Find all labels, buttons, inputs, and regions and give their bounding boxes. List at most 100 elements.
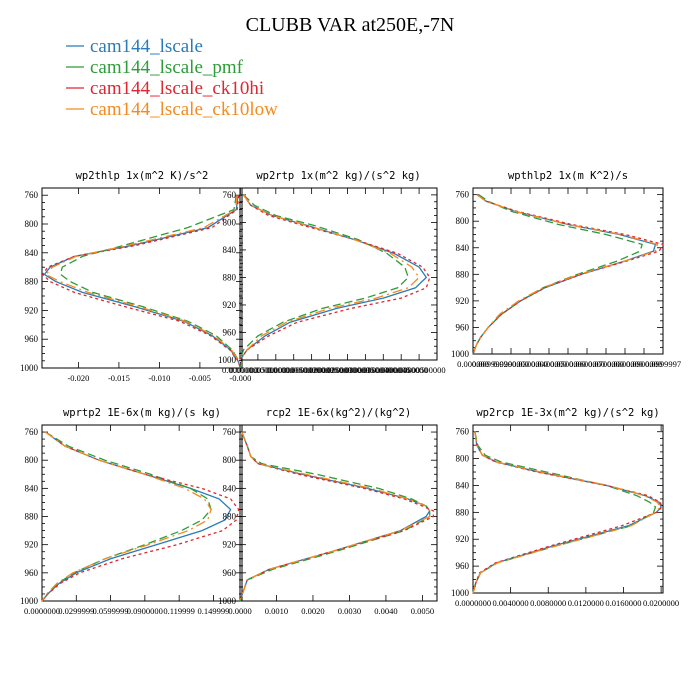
series-line	[472, 431, 663, 594]
x-tick-label: 0.00000250000	[303, 365, 356, 375]
x-tick-label: 0.00000350000	[339, 365, 392, 375]
x-tick-label: 0.00000150000	[267, 365, 320, 375]
profile-panel: wp2rtp 1x(m^2 kg)/(s^2 kg) 760 800 840 880 92…	[218, 170, 446, 375]
x-tick-label: 0.00999999	[472, 359, 512, 369]
y-tick-label: 840	[25, 483, 39, 493]
x-tick-label: 0.0900000	[127, 606, 163, 616]
panel-title: wprtp2 1E-6x(m kg)/(s kg)	[63, 407, 221, 419]
y-tick-label: 920	[456, 296, 470, 306]
x-tick-label: 0.0999997	[645, 359, 681, 369]
x-tick-label: 0.00000300000	[321, 365, 374, 375]
x-tick-label: 0.149999	[197, 606, 229, 616]
series-line	[44, 195, 242, 369]
series-line	[239, 194, 431, 361]
x-tick-label: 0.0000000	[24, 606, 60, 616]
x-tick-label: 0.00000500000	[393, 365, 446, 375]
x-tick-label: 0.0020	[301, 606, 324, 616]
x-tick-label: 0.119999	[163, 606, 195, 616]
x-tick-label: 0.00000200000	[285, 365, 338, 375]
y-tick-label: 760	[25, 190, 39, 200]
y-tick-label: 960	[223, 327, 237, 337]
x-tick-label: 0.0010	[265, 606, 288, 616]
x-tick-label: -0.005	[189, 373, 211, 383]
legend-label: cam144_lscale	[90, 36, 203, 57]
x-tick-label: 0.0800000	[607, 359, 643, 369]
y-tick-label: 960	[25, 334, 39, 344]
y-tick-label: 800	[456, 454, 470, 464]
series-line	[41, 431, 240, 602]
y-tick-label: 880	[456, 269, 470, 279]
x-tick-label: 0.0000000	[455, 598, 491, 608]
series-line	[239, 431, 431, 602]
profile-panel: wpthlp2 1x(m K^2)/s 760 800 840 880 920 960 100…	[451, 170, 681, 369]
x-tick-label: 0.0030	[338, 606, 361, 616]
plot-frame	[239, 187, 438, 361]
x-tick-label: 0.0299999	[58, 606, 94, 616]
series-line	[472, 194, 657, 355]
y-tick-label: 760	[223, 427, 237, 437]
x-tick-label: 0.0120000	[568, 598, 604, 608]
y-tick-label: 840	[223, 245, 237, 255]
panel-title: wp2rcp 1E-3x(m^2 kg)/(s^2 kg)	[476, 407, 659, 419]
x-tick-label: 0.0200000	[493, 359, 529, 369]
series-line	[41, 195, 242, 369]
profile-panel: rcp2 1E-6x(kg^2)/(kg^2) 760 800 840 880 920 96…	[218, 407, 438, 616]
x-tick-label: 0.0080000	[530, 598, 566, 608]
series-line	[239, 431, 431, 602]
x-tick-label: -0.020	[67, 373, 89, 383]
x-tick-label: 0.0000	[228, 606, 251, 616]
panel-title: rcp2 1E-6x(kg^2)/(kg^2)	[266, 407, 411, 419]
x-tick-label: 0.0599999	[93, 606, 129, 616]
y-tick-label: 800	[25, 455, 39, 465]
x-tick-label: 0.0300000	[512, 359, 548, 369]
figure-title: CLUBB VAR at250E,-7N	[246, 14, 455, 36]
y-tick-label: 800	[456, 216, 470, 226]
series-line	[43, 195, 242, 369]
x-tick-label: 0.0400000	[531, 359, 567, 369]
x-tick-label: -0.015	[108, 373, 130, 383]
x-tick-label: -0.000	[229, 373, 251, 383]
y-tick-label: 960	[223, 568, 237, 578]
x-tick-label: 0.00000100000	[249, 365, 302, 375]
y-tick-label: 1000	[451, 349, 470, 359]
x-tick-label: -0.010	[148, 373, 170, 383]
x-tick-label: 0.0040	[374, 606, 397, 616]
plot-frame	[472, 187, 664, 355]
y-tick-label: 1000	[218, 596, 237, 606]
legend-label: cam144_lscale_ck10hi	[90, 78, 264, 99]
y-tick-label: 1000	[20, 363, 39, 373]
y-tick-label: 760	[25, 427, 39, 437]
y-tick-label: 840	[25, 248, 39, 258]
legend: cam144_lscalecam144_lscale_pmfcam144_lsc…	[66, 36, 278, 120]
panel-title: wp2thlp 1x(m^2 K)/s^2	[76, 170, 209, 182]
y-tick-label: 920	[223, 300, 237, 310]
x-tick-label: 0.0900000	[626, 359, 662, 369]
y-tick-label: 920	[456, 534, 470, 544]
y-tick-label: 800	[223, 455, 237, 465]
y-tick-label: 1000	[451, 588, 470, 598]
y-tick-label: 960	[25, 568, 39, 578]
y-tick-label: 840	[223, 483, 237, 493]
y-tick-label: 920	[25, 305, 39, 315]
y-tick-label: 1000	[218, 355, 237, 365]
x-tick-label: 0.0050	[411, 606, 434, 616]
x-tick-label: 0.00000400000	[357, 365, 410, 375]
x-tick-label: 0.00000450000	[375, 365, 428, 375]
y-tick-label: 960	[456, 322, 470, 332]
y-tick-label: 840	[456, 480, 470, 490]
panel-title: wpthlp2 1x(m K^2)/s	[508, 170, 628, 182]
y-tick-label: 880	[25, 512, 39, 522]
profile-panel: wp2thlp 1x(m^2 K)/s^2 760 800 840 880 920 960 1…	[20, 170, 251, 383]
y-tick-label: 880	[223, 512, 237, 522]
series-line	[239, 194, 410, 361]
panel-title: wp2rtp 1x(m^2 kg)/(s^2 kg)	[256, 170, 420, 182]
series-line	[41, 431, 212, 602]
series-line	[41, 431, 212, 602]
profile-panel: wprtp2 1E-6x(m kg)/(s kg)760800840880920…	[20, 407, 243, 616]
series-line	[472, 431, 661, 594]
x-tick-label: 0.000000500000	[229, 365, 286, 375]
y-tick-label: 1000	[20, 596, 39, 606]
plot-frame	[41, 187, 243, 369]
series-line	[59, 195, 242, 369]
y-tick-label: 880	[25, 277, 39, 287]
